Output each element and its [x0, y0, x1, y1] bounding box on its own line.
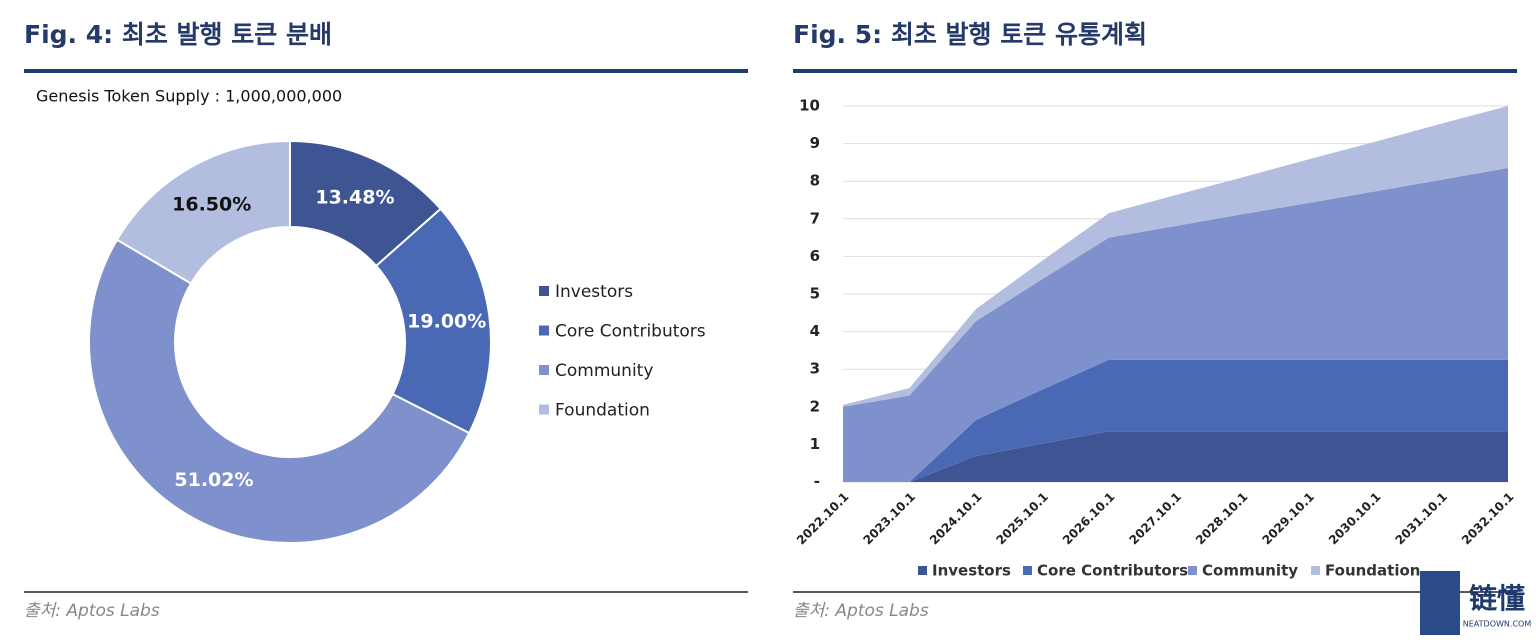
- x-tick-label: 2028.10.1: [1193, 490, 1251, 548]
- area: [843, 168, 1508, 483]
- y-tick-label: 6: [810, 247, 820, 265]
- y-tick-label: 10: [799, 97, 820, 115]
- legend-swatch: [539, 404, 549, 415]
- x-tick-label: 2022.10.1: [794, 490, 852, 548]
- donut-slice: [374, 207, 492, 435]
- legend-label: Investors: [932, 562, 1011, 580]
- logo: 链懂: [1469, 582, 1525, 615]
- legend-swatch: [539, 286, 549, 296]
- legend-swatch: [1188, 566, 1197, 575]
- donut-slice: [88, 238, 471, 544]
- area: [843, 359, 1508, 482]
- subtitle: Genesis Token Supply : 1,000,000,000: [36, 87, 342, 106]
- x-tick-label: 2027.10.1: [1126, 490, 1184, 548]
- legend-label: Community: [1202, 562, 1298, 580]
- x-tick-label: 2025.10.1: [993, 490, 1051, 548]
- x-tick-label: 2024.10.1: [927, 490, 985, 548]
- y-tick-label: 5: [810, 285, 820, 303]
- y-tick-label: 8: [810, 172, 820, 190]
- legend-swatch: [539, 325, 549, 336]
- data-label: 51.02%: [174, 469, 253, 491]
- y-tick-label: 7: [810, 209, 820, 227]
- source: 출처: Aptos Labs: [24, 601, 160, 621]
- legend-swatch: [1311, 566, 1320, 575]
- donut-slice: [115, 139, 291, 285]
- y-tick-label: 2: [810, 397, 820, 415]
- x-tick-label: 2023.10.1: [860, 490, 918, 548]
- legend-swatch: [539, 365, 549, 375]
- y-tick-label: 1: [810, 435, 820, 453]
- chart-title: Fig. 5: 최초 발행 토큰 유통계획: [793, 20, 1147, 49]
- x-tick-label: 2030.10.1: [1326, 490, 1384, 548]
- data-label: 16.50%: [172, 193, 251, 215]
- legend-label: Investors: [555, 282, 633, 302]
- area: [843, 431, 1508, 482]
- x-tick-label: 2031.10.1: [1392, 490, 1450, 548]
- legend-label: Foundation: [1325, 562, 1420, 580]
- legend-label: Foundation: [555, 401, 650, 421]
- x-tick-label: 2026.10.1: [1060, 490, 1118, 548]
- chart-title: Fig. 4: 최초 발행 토큰 분배: [24, 20, 332, 49]
- legend-label: Core Contributors: [1037, 562, 1188, 580]
- y-tick-label: 9: [810, 134, 820, 152]
- y-tick-label: 3: [810, 360, 820, 378]
- legend-label: Core Contributors: [555, 322, 706, 342]
- data-label: 19.00%: [407, 311, 486, 333]
- y-tick-label: -: [814, 473, 820, 491]
- x-tick-label: 2029.10.1: [1259, 490, 1317, 548]
- data-label: 13.48%: [315, 186, 394, 208]
- y-tick-label: 4: [810, 322, 820, 340]
- legend-swatch: [918, 566, 927, 575]
- legend-label: Community: [555, 361, 653, 381]
- source: 출처: Aptos Labs: [793, 601, 929, 621]
- area: [843, 106, 1508, 407]
- logo-mark: [1420, 571, 1460, 635]
- logo-site: NEATDOWN.COM: [1463, 620, 1532, 629]
- legend-swatch: [1023, 566, 1032, 575]
- x-tick-label: 2032.10.1: [1459, 490, 1517, 548]
